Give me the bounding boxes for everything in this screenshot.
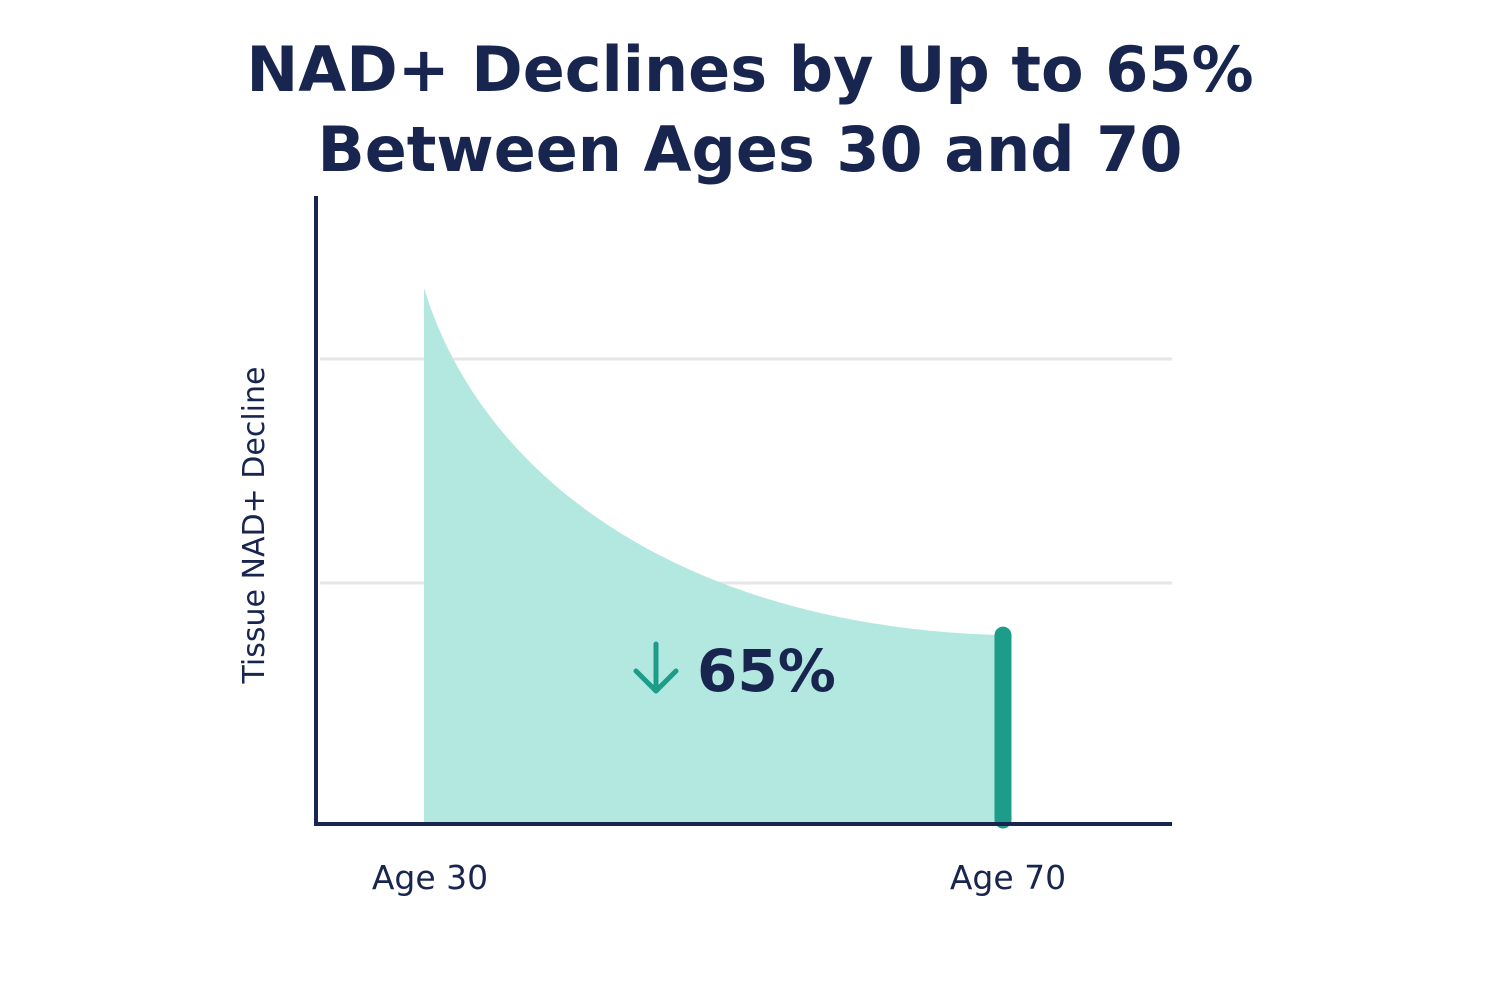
nad-decline-area	[424, 288, 1003, 822]
decline-percent-label: 65%	[697, 637, 836, 705]
y-axis-label: Tissue NAD+ Decline	[237, 367, 272, 685]
arrow-down-icon	[633, 641, 679, 694]
chart-title: NAD+ Declines by Up to 65% Between Ages …	[0, 30, 1500, 190]
chart-title-line-2: Between Ages 30 and 70	[317, 113, 1183, 186]
x-tick-label-age-30: Age 30	[372, 858, 488, 897]
chart-title-line-1: NAD+ Declines by Up to 65%	[246, 33, 1254, 106]
x-tick-label-age-70: Age 70	[950, 858, 1066, 897]
